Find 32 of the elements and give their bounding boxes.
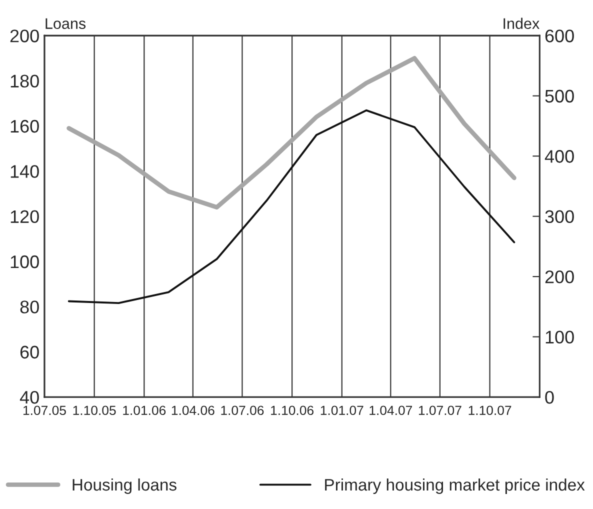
y-tick-label: 40	[20, 390, 39, 404]
x-tick-label: 1.10.05	[73, 406, 116, 416]
y-tick-label: 100	[10, 255, 39, 268]
y2-tick-label: 600	[545, 30, 574, 42]
legend-label: Housing loans	[72, 478, 176, 494]
line-series	[68, 109, 516, 304]
y-tick-label: 60	[20, 346, 39, 359]
y2-tick-label: 200	[545, 270, 574, 284]
y2-tick-label: 300	[545, 210, 574, 224]
x-tick-label: 1.10.07	[468, 406, 512, 416]
x-tick-label: 1.01.07	[320, 406, 364, 416]
x-tick-label: 1.10.06	[271, 406, 314, 416]
y2-tick-label: 0	[545, 390, 554, 404]
y-axis-title: Loans	[46, 18, 86, 29]
x-tick-label: 1.07.06	[221, 406, 264, 416]
x-tick-label: 1.07.05	[23, 406, 66, 416]
legend-label: Primary housing market price index	[325, 478, 585, 494]
y2-axis-title: Index	[504, 18, 540, 29]
y2-tick-label: 500	[545, 90, 574, 103]
y2-tick-label: 400	[544, 150, 574, 163]
y-tick-label: 80	[20, 300, 39, 314]
y-tick-label: 160	[10, 120, 39, 133]
x-tick-label: 1.04.06	[172, 406, 214, 416]
y-tick-label: 140	[10, 165, 39, 178]
y2-tick-label: 100	[546, 330, 574, 344]
x-tick-label: 1.01.06	[123, 406, 166, 416]
y-tick-label: 200	[10, 30, 39, 42]
x-tick-label: 1.07.07	[418, 406, 462, 416]
x-tick-label: 1.04.07	[370, 406, 412, 416]
y-tick-label: 120	[10, 210, 39, 224]
y-tick-label: 180	[10, 74, 39, 88]
line-series	[66, 56, 516, 210]
